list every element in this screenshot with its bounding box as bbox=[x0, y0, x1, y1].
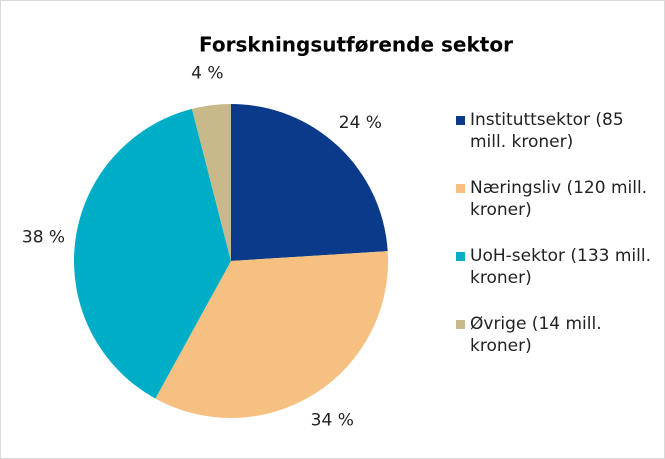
pie-slice bbox=[74, 108, 231, 399]
legend-swatch bbox=[456, 252, 465, 261]
legend-label: Instituttsektor (85 mill. kroner) bbox=[470, 110, 624, 152]
pie-slice bbox=[155, 251, 388, 418]
legend-label: Øvrige (14 mill. kroner) bbox=[470, 314, 602, 356]
legend: Instituttsektor (85 mill. kroner) Nærings… bbox=[456, 109, 656, 381]
legend-label: UoH-sektor (133 mill. kroner) bbox=[470, 246, 651, 288]
legend-item: UoH-sektor (133 mill. kroner) bbox=[456, 245, 656, 289]
legend-item: Instituttsektor (85 mill. kroner) bbox=[456, 109, 656, 153]
legend-item: Næringsliv (120 mill. kroner) bbox=[456, 177, 656, 221]
legend-swatch bbox=[456, 184, 465, 193]
legend-swatch bbox=[456, 116, 465, 125]
data-label: 24 % bbox=[339, 113, 382, 133]
data-label: 4 % bbox=[191, 63, 223, 83]
pie-slice bbox=[231, 104, 388, 261]
data-label: 34 % bbox=[311, 411, 354, 431]
chart-title: Forskningsutførende sektor bbox=[199, 33, 513, 57]
legend-label: Næringsliv (120 mill. kroner) bbox=[470, 178, 648, 220]
pie-slice bbox=[191, 104, 231, 261]
legend-swatch bbox=[456, 320, 465, 329]
data-label: 38 % bbox=[22, 227, 65, 247]
legend-item: Øvrige (14 mill. kroner) bbox=[456, 313, 656, 357]
